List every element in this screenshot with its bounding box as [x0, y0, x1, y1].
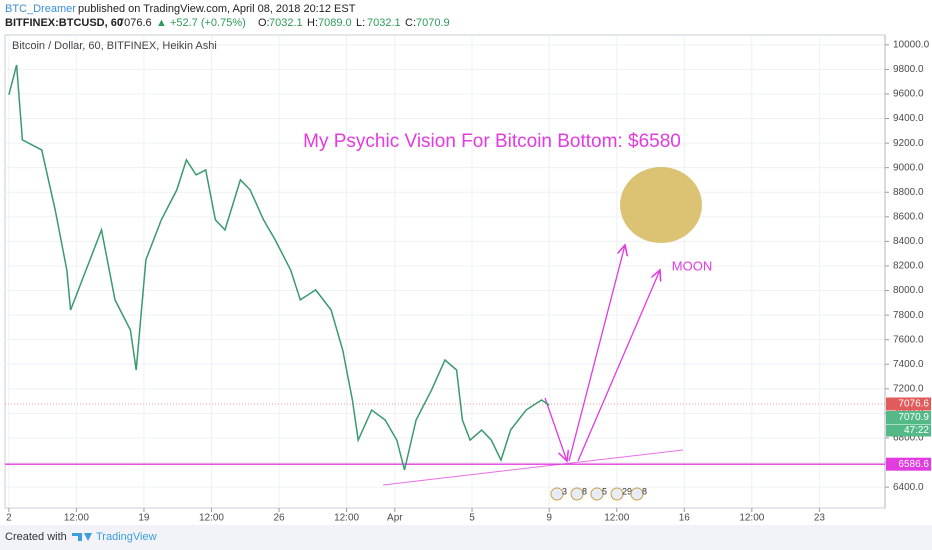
ohlc-key: H: [307, 17, 318, 29]
x-tick-label: 2 [6, 513, 12, 524]
y-tick-label: 7400.0 [893, 359, 924, 370]
event-icon [610, 487, 624, 501]
event-count: 5 [602, 486, 607, 496]
y-tick-label: 7800.0 [893, 310, 924, 321]
x-tick-label: 9 [546, 513, 552, 524]
headline: My Psychic Vision For Bitcoin Bottom: $6… [303, 131, 681, 152]
event-count: 8 [642, 486, 647, 496]
ohlc-value: 7032.1 [269, 17, 303, 29]
y-tick-label: 9600.0 [893, 89, 924, 100]
y-tick-label: 8200.0 [893, 261, 924, 272]
x-tick-label: 5 [469, 513, 475, 524]
y-tick-label: 7200.0 [893, 383, 924, 394]
y-tick-label: 7600.0 [893, 334, 924, 345]
footer-created: Created with [5, 531, 67, 543]
logo [72, 533, 92, 541]
price-line [8, 64, 550, 471]
event-icon [630, 487, 644, 501]
moon-circle [620, 167, 702, 243]
x-tick-label: Apr [387, 513, 403, 524]
ohlc-value: 7089.0 [318, 17, 352, 29]
arrow [577, 270, 660, 462]
events: 3 8 5 29 8 [550, 486, 647, 501]
x-tick-label: 12:00 [64, 513, 89, 524]
y-tick-label: 6400.0 [893, 482, 924, 493]
y-tick-label: 9800.0 [893, 64, 924, 75]
ohlc-key: L: [356, 17, 365, 29]
x-tick-label: 12:00 [739, 513, 764, 524]
y-tick-label: 8000.0 [893, 285, 924, 296]
countdown-tag [886, 424, 931, 437]
ohlc-key: C: [405, 17, 416, 29]
footer-bar [0, 525, 932, 550]
event-count: 8 [582, 486, 587, 496]
x-tick-label: 19 [138, 513, 150, 524]
x-tick-label: 26 [273, 513, 285, 524]
event-icon [590, 487, 604, 501]
trend-line [382, 449, 684, 486]
ohlc-value: 7032.1 [367, 17, 401, 29]
y-tick-label: 6800.0 [893, 433, 924, 444]
countdown: 47:22 [904, 425, 929, 436]
price-tag [886, 397, 931, 411]
last-price: 7076.6 [118, 17, 152, 29]
symbol: BITFINEX:BTCUSD, 60 [5, 17, 123, 29]
change: ▲ +52.7 (+0.75%) [156, 17, 246, 29]
price-tag [886, 410, 931, 424]
moon-label: MOON [672, 258, 712, 273]
price-tag-label: 7076.6 [898, 399, 929, 410]
y-tick-label: 10000.0 [893, 39, 930, 50]
event-count: 3 [562, 486, 567, 496]
price-tag-label: 7070.9 [898, 412, 929, 423]
footer-brand[interactable]: TradingView [96, 531, 157, 543]
y-tick-label: 8600.0 [893, 211, 924, 222]
ohlc-key: O: [258, 17, 270, 29]
x-tick-label: 12:00 [199, 513, 224, 524]
x-tick-label: 23 [814, 513, 826, 524]
price-tag-label: 6586.6 [898, 459, 929, 470]
ohlc-value: 7070.9 [416, 17, 450, 29]
y-tick-label: 9200.0 [893, 138, 924, 149]
event-icon [570, 487, 584, 501]
arrow [568, 245, 625, 462]
y-tick-label: 9400.0 [893, 113, 924, 124]
chart-title: Bitcoin / Dollar, 60, BITFINEX, Heikin A… [12, 40, 217, 52]
published: published on TradingView.com, April 08, … [78, 3, 356, 15]
author[interactable]: BTC_Dreamer [5, 3, 76, 15]
grid [5, 35, 885, 508]
x-tick-label: 12:00 [334, 513, 359, 524]
ohlc: O: 7032.1 H: 7089.0 L: 7032.1 C: 7070.9 [258, 17, 450, 29]
y-tick-label: 9000.0 [893, 162, 924, 173]
plot-frame [4, 34, 886, 509]
arrow [544, 397, 567, 461]
x-tick-label: 12:00 [604, 513, 629, 524]
price-tag [886, 457, 931, 471]
y-tick-label: 8400.0 [893, 236, 924, 247]
event-icon [550, 487, 564, 501]
event-count: 29 [622, 486, 632, 496]
x-tick-label: 16 [679, 513, 691, 524]
y-tick-label: 8800.0 [893, 187, 924, 198]
